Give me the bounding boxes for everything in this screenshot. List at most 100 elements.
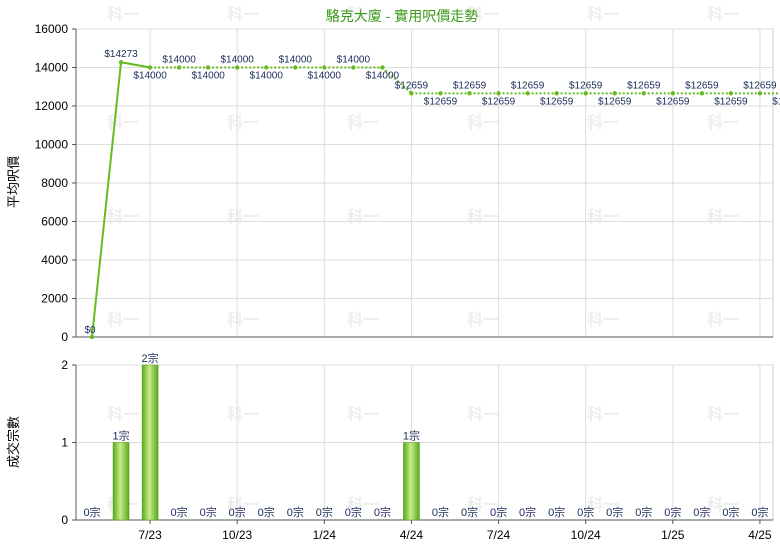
price-data-label: $14000 <box>279 55 313 66</box>
watermark-text: 科一 <box>227 5 259 24</box>
watermark-text: 科一 <box>467 310 499 329</box>
x-tick-label: 7/24 <box>487 528 511 542</box>
bar-count-label: 0宗 <box>606 505 623 519</box>
bar-count-label: 0宗 <box>258 505 275 519</box>
bar-count-label: 0宗 <box>171 505 188 519</box>
bar-count-label: 0宗 <box>751 505 768 519</box>
bar-count-label: 0宗 <box>490 505 507 519</box>
price-point <box>757 91 763 96</box>
price-data-label: $12659 <box>627 80 661 91</box>
price-data-label: $12659 <box>424 96 458 107</box>
watermark-text: 科一 <box>347 310 379 329</box>
watermark-text: 科一 <box>467 113 499 132</box>
price-line-segment <box>120 61 151 69</box>
top-y-tick-label: 14000 <box>35 61 69 75</box>
price-point <box>728 91 734 96</box>
top-y-tick-label: 16000 <box>35 22 69 36</box>
price-data-label: $12659 <box>395 80 429 91</box>
watermark-text: 科一 <box>707 113 739 132</box>
watermark-text: 科一 <box>107 310 139 329</box>
bar-count-label: 0宗 <box>83 505 100 519</box>
bottom-chart-y-axis: 0 1 2 <box>61 358 773 527</box>
x-tick-label: 1/24 <box>313 528 337 542</box>
price-point <box>380 65 385 70</box>
price-point <box>293 65 298 70</box>
transaction-bar <box>112 442 130 521</box>
bar-count-label: 0宗 <box>461 505 478 519</box>
bar-count-label: 0宗 <box>287 505 304 519</box>
watermark-text: 科一 <box>347 495 379 514</box>
top-y-tick-label: 2000 <box>41 292 68 306</box>
watermark-text: 科一 <box>107 207 139 226</box>
watermark-text: 科一 <box>467 405 499 424</box>
top-y-tick-label: 6000 <box>41 215 68 229</box>
price-point <box>670 91 675 96</box>
x-tick-label: 10/24 <box>571 528 601 542</box>
x-tick-label: 4/25 <box>748 528 772 542</box>
watermark-text: 科一 <box>347 405 379 424</box>
watermark-text: 科一 <box>347 5 379 24</box>
x-tick-label: 1/25 <box>661 528 685 542</box>
price-data-label: $14273 <box>104 49 138 60</box>
price-data-label: $14000 <box>191 71 225 82</box>
bar-count-label: 0宗 <box>722 505 739 519</box>
price-data-label: $12659 <box>453 80 487 91</box>
watermark-text: 科一 <box>587 405 619 424</box>
top-y-axis-label: 平均呎價 <box>6 156 21 208</box>
price-data-label: $12659 <box>598 96 632 107</box>
price-point <box>89 334 95 340</box>
price-point <box>583 91 588 96</box>
price-data-label: $12659 <box>511 80 545 91</box>
transaction-bar <box>403 442 420 521</box>
bar-count-label: 0宗 <box>548 505 565 519</box>
top-chart-y-axis: 0 2000 4000 6000 8000 10000 12000 14000 16000 <box>35 22 773 344</box>
price-data-label: $12659 <box>656 96 690 107</box>
price-point <box>118 60 124 65</box>
watermark-text: 科一 <box>347 113 379 132</box>
price-point <box>612 91 617 96</box>
bar-count-label: 0宗 <box>577 505 594 519</box>
watermark-text: 科一 <box>107 113 139 132</box>
price-point <box>496 91 501 96</box>
price-point <box>699 91 705 96</box>
data-labels: $0$14273$14000$14000$14000$14000$14000$1… <box>84 49 780 336</box>
watermark-text: 科一 <box>467 207 499 226</box>
bar-count-label: 0宗 <box>519 505 536 519</box>
watermark-text: 科一 <box>467 5 499 24</box>
price-point <box>351 65 356 70</box>
price-line-segment <box>91 62 123 338</box>
bar-count-label: 0宗 <box>229 505 246 519</box>
price-data-label: $14000 <box>308 71 342 82</box>
bar-count-label: 0宗 <box>664 505 681 519</box>
bottom-y-tick-label: 2 <box>61 358 68 372</box>
price-data-label: $12659 <box>540 96 574 107</box>
watermark-text: 科一 <box>227 113 259 132</box>
x-tick-label: 7/23 <box>138 528 162 542</box>
price-point <box>438 91 443 96</box>
bar-count-label: 0宗 <box>345 505 362 519</box>
bar-count-label: 0宗 <box>635 505 652 519</box>
watermark-text: 科一 <box>707 310 739 329</box>
chart-title: 駱克大廈 - 實用呎價走勢 <box>326 8 478 24</box>
price-point <box>264 65 269 70</box>
watermark-text: 科一 <box>107 5 139 24</box>
bar-count-label: 0宗 <box>200 505 217 519</box>
bar-count-label: 0宗 <box>374 505 391 519</box>
transaction-bar <box>141 364 159 521</box>
price-point <box>554 91 559 96</box>
bar-count-label: 0宗 <box>316 505 333 519</box>
price-data-label: $14000 <box>250 71 284 82</box>
watermark-text: 科一 <box>587 495 619 514</box>
watermark-text: 科一 <box>227 207 259 226</box>
x-tick-label: 4/24 <box>400 528 424 542</box>
bar-count-label: 1宗 <box>403 429 420 443</box>
watermark-text: 科一 <box>107 405 139 424</box>
watermark-text: 科一 <box>467 495 499 514</box>
bar-count-label: 0宗 <box>693 505 710 519</box>
bottom-chart-grid <box>75 364 774 521</box>
bottom-y-tick-label: 1 <box>61 436 68 450</box>
top-y-tick-label: 4000 <box>41 253 68 267</box>
price-data-label: $14000 <box>221 55 255 66</box>
price-data-label: $14000 <box>366 71 400 82</box>
